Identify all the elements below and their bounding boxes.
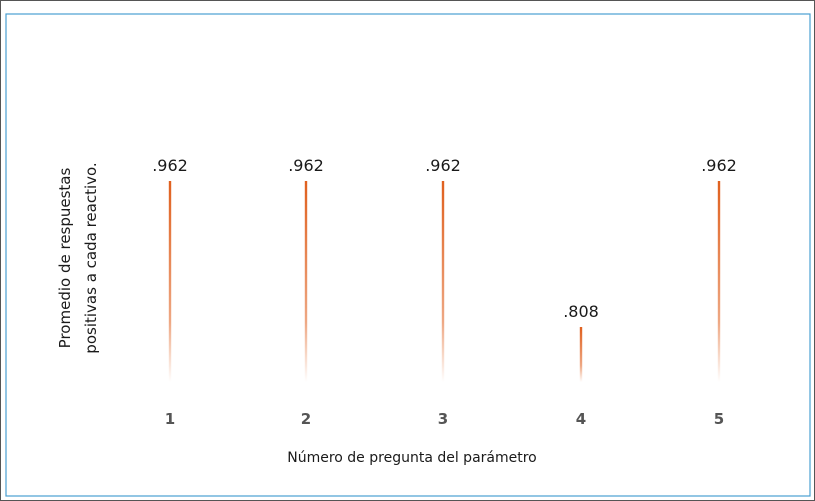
bars-group <box>168 181 721 382</box>
x-tick-label-3: 3 <box>438 410 448 428</box>
data-label-1: .962 <box>152 156 188 175</box>
x-tick-label-1: 1 <box>165 410 175 428</box>
bar-2 <box>304 181 308 382</box>
x-tick-labels-group: 1 2 3 4 5 <box>165 410 724 428</box>
x-axis-label: Número de pregunta del parámetro <box>287 450 537 466</box>
bar-5 <box>717 181 721 382</box>
bar-4 <box>579 327 583 382</box>
data-label-4: .808 <box>563 302 599 321</box>
x-tick-label-5: 5 <box>714 410 724 428</box>
y-axis-label: Promedio de respuestas positivas a cada … <box>56 162 100 353</box>
bar-3 <box>441 181 445 382</box>
data-label-2: .962 <box>288 156 324 175</box>
chart-frame <box>5 13 811 497</box>
y-axis-label-line2: positivas a cada reactivo. <box>82 162 100 353</box>
data-labels-group: .962 .962 .962 .808 .962 <box>152 156 737 321</box>
x-tick-label-2: 2 <box>301 410 311 428</box>
data-label-5: .962 <box>701 156 737 175</box>
x-tick-label-4: 4 <box>576 410 586 428</box>
data-label-3: .962 <box>425 156 461 175</box>
bar-1 <box>168 181 172 382</box>
y-axis-label-line1: Promedio de respuestas <box>56 168 74 349</box>
